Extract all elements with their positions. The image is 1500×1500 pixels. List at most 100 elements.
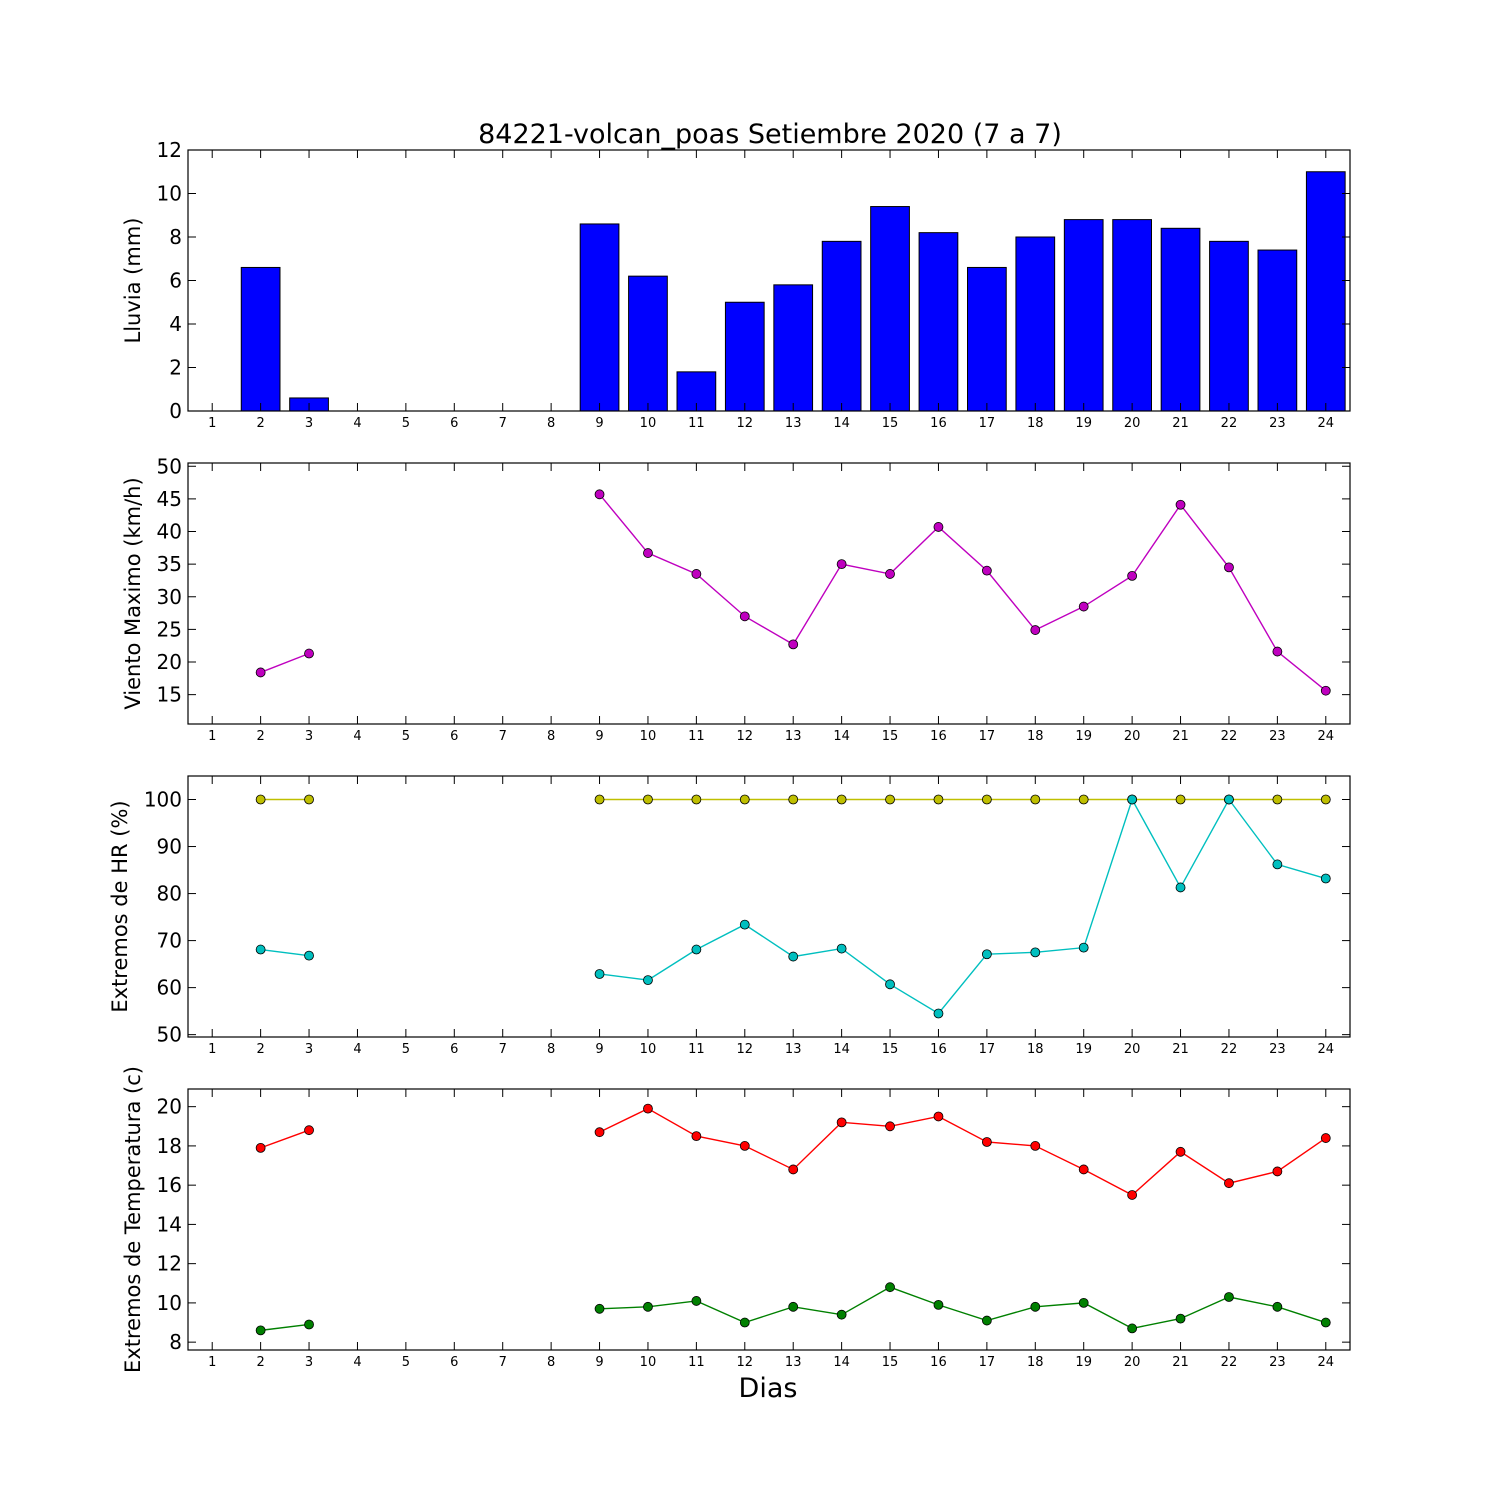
x-tick-label: 17	[979, 1355, 996, 1370]
x-tick-label: 23	[1269, 1355, 1286, 1370]
series-2-point-day-16	[933, 1299, 944, 1310]
y-axis-label: Viento Maximo (km/h)	[121, 477, 145, 709]
x-tick-label: 21	[1172, 1355, 1189, 1370]
y-tick-label: 20	[157, 1095, 182, 1119]
series-2-point-day-2	[255, 944, 266, 955]
bar-day-15	[870, 206, 910, 412]
figure-title: 84221-volcan_poas Setiembre 2020 (7 a 7)	[478, 119, 1062, 150]
x-tick-label: 9	[595, 729, 603, 744]
series-2-point-day-18	[1030, 947, 1041, 958]
x-tick-label: 18	[1027, 729, 1044, 744]
x-tick-label: 1	[208, 1042, 216, 1057]
series-1-line-2	[598, 493, 1327, 692]
x-tick-label: 23	[1269, 729, 1286, 744]
series-2-line-2	[599, 1286, 1327, 1330]
series-1-point-day-21	[1175, 1146, 1186, 1157]
series-2-point-day-3	[304, 1319, 314, 1330]
x-tick-label: 5	[402, 1042, 410, 1057]
x-tick-label: 10	[640, 1042, 657, 1057]
series-2-point-day-10	[643, 975, 653, 985]
x-tick-label: 18	[1027, 416, 1044, 431]
x-tick-label: 12	[737, 1355, 754, 1370]
series-2-point-day-2	[255, 1325, 266, 1336]
series-1-point-day-12	[739, 611, 750, 622]
y-tick-label: 18	[157, 1134, 182, 1158]
series-1-point-day-23	[1272, 794, 1283, 805]
bar-day-23	[1257, 249, 1298, 412]
series-2-point-day-9	[594, 969, 605, 979]
x-tick-label: 14	[833, 1355, 850, 1370]
series-1-line-1	[260, 652, 310, 674]
series-1-point-day-11	[691, 569, 702, 579]
series-2-point-day-23	[1272, 859, 1283, 870]
x-tick-label: 6	[450, 1355, 458, 1370]
x-tick-label: 10	[640, 1355, 657, 1370]
series-1-point-day-17	[981, 794, 992, 805]
x-tick-label: 10	[640, 729, 657, 744]
series-1-point-day-13	[788, 794, 799, 805]
series-1-point-day-11	[691, 794, 702, 805]
x-tick-label: 19	[1075, 416, 1092, 431]
series-1-point-day-21	[1175, 499, 1186, 510]
series-1-point-day-23	[1272, 1166, 1283, 1177]
series-1-point-day-15	[885, 1121, 895, 1132]
series-2-point-day-19	[1078, 942, 1089, 953]
x-tick-label: 16	[930, 1042, 947, 1057]
series-2-point-day-10	[643, 1301, 653, 1312]
y-tick-label: 14	[157, 1212, 182, 1236]
x-tick-label: 13	[785, 729, 802, 744]
series-1-point-day-22	[1224, 1178, 1234, 1189]
series-1-point-day-14	[836, 559, 847, 570]
x-tick-label: 13	[785, 1042, 802, 1057]
series-1-point-day-2	[255, 794, 266, 805]
x-tick-label: 1	[208, 729, 216, 744]
x-tick-label: 16	[930, 1355, 947, 1370]
x-tick-label: 21	[1172, 1042, 1189, 1057]
series-2-point-day-15	[885, 979, 895, 990]
x-axis-label: Dias	[739, 1373, 798, 1404]
y-tick-label: 6	[169, 269, 182, 293]
series-2-point-day-17	[981, 1315, 992, 1326]
bar-day-9	[579, 223, 620, 412]
x-tick-label: 21	[1172, 416, 1189, 431]
series-1-point-day-16	[933, 794, 944, 805]
bar-day-14	[821, 240, 862, 412]
series-1-point-day-20	[1127, 1190, 1138, 1200]
y-tick-label: 30	[157, 585, 182, 609]
series-2-point-day-22	[1224, 1292, 1234, 1302]
x-tick-label: 6	[450, 416, 458, 431]
bar-day-2	[240, 266, 281, 412]
x-tick-label: 4	[353, 1355, 361, 1370]
x-tick-label: 1	[208, 416, 216, 431]
y-tick-label: 20	[157, 650, 182, 674]
series-2-point-day-20	[1127, 1323, 1138, 1334]
series-1-point-day-12	[739, 1141, 750, 1151]
x-tick-label: 11	[688, 1042, 705, 1057]
x-tick-label: 19	[1075, 1355, 1092, 1370]
series-2-point-day-11	[691, 944, 702, 955]
series-2-point-day-24	[1320, 1317, 1331, 1328]
x-tick-label: 12	[737, 416, 754, 431]
series-1-point-day-17	[981, 1137, 992, 1147]
x-tick-label: 22	[1221, 416, 1238, 431]
x-tick-label: 4	[353, 1042, 361, 1057]
x-tick-label: 5	[402, 1355, 410, 1370]
y-axis-label: Extremos de HR (%)	[108, 800, 132, 1012]
y-tick-label: 2	[169, 356, 182, 380]
series-1-point-day-9	[594, 1127, 605, 1138]
x-tick-label: 3	[305, 416, 313, 431]
plot-frame	[187, 1088, 1351, 1351]
y-tick-label: 12	[157, 138, 182, 162]
x-tick-label: 19	[1075, 1042, 1092, 1057]
x-tick-label: 1	[208, 1355, 216, 1370]
series-2-point-day-3	[304, 950, 314, 961]
y-tick-label: 60	[157, 976, 182, 1000]
x-tick-label: 6	[450, 1042, 458, 1057]
series-1-point-day-11	[691, 1131, 702, 1141]
plot-frame	[187, 462, 1351, 725]
y-tick-label: 50	[157, 1023, 182, 1047]
bar-day-10	[628, 275, 668, 412]
